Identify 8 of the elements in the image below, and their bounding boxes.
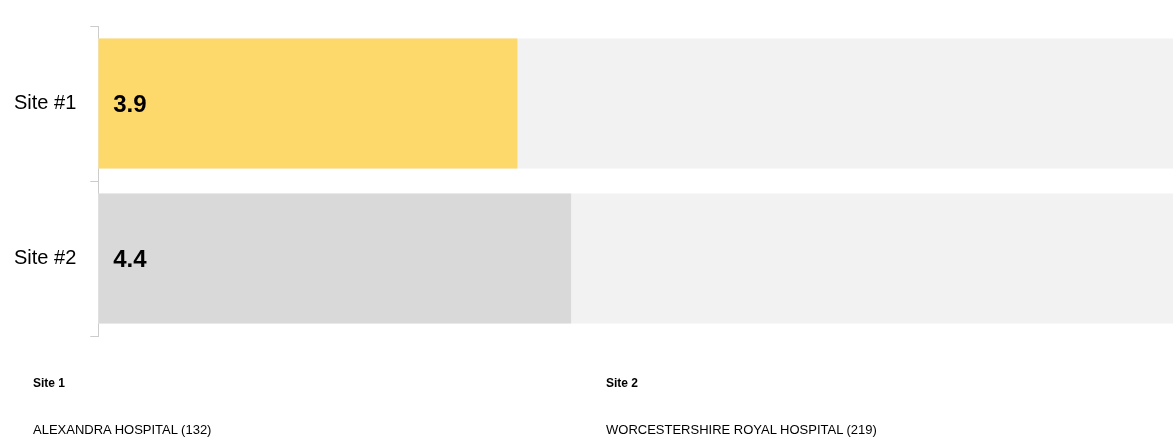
text: ALEXANDRA HOSPITAL (132): [33, 422, 212, 437]
data-label: 4.4: [113, 245, 148, 273]
text: Site 2: [606, 376, 639, 390]
text: WORCESTERSHIRE ROYAL HOSPITAL (219): [606, 422, 877, 437]
y-tick-label: Site #1: [14, 91, 77, 114]
data-label: 3.9: [113, 90, 147, 118]
text: Site 1: [33, 376, 66, 390]
y-tick-label: Site #2: [14, 246, 77, 269]
